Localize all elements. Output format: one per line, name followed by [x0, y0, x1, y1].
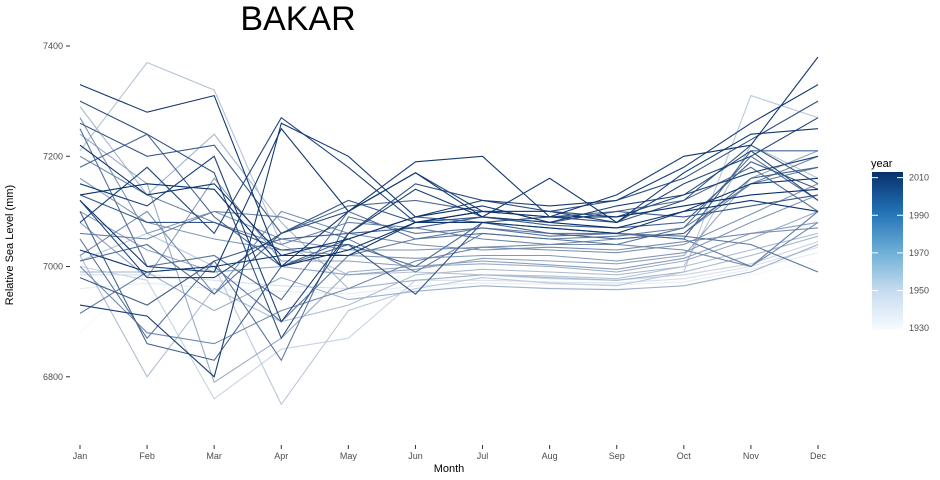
series-line-1974	[79, 210, 819, 295]
x-axis-title: Month	[434, 463, 465, 475]
series-line-1978	[79, 155, 819, 246]
x-tick-label: May	[340, 451, 358, 461]
colorbar-tick-label: 1990	[909, 210, 929, 220]
series-line-2012	[79, 144, 819, 257]
colorbar-tick-label: 1970	[909, 248, 929, 258]
x-tick-label: Jan	[73, 451, 88, 461]
colorbar-tick-label: 1930	[909, 323, 929, 333]
x-tick-label: Feb	[139, 451, 155, 461]
colorbar	[872, 172, 903, 330]
series-line-1990	[79, 133, 818, 268]
y-axis-title: Relative Sea Level (mm)	[4, 185, 16, 305]
colorbar-tick-label: 1950	[909, 286, 929, 296]
legend-title: year	[871, 158, 893, 170]
series-line-1952	[79, 61, 819, 280]
x-tick-label: Dec	[810, 451, 827, 461]
x-tick-label: Aug	[542, 451, 558, 461]
series-line-1957	[79, 106, 819, 290]
series-line-1980	[79, 166, 819, 273]
series-line-1960	[80, 243, 819, 312]
x-tick-label: Apr	[274, 451, 288, 461]
series-line-2002	[79, 150, 819, 279]
series-line-2010	[79, 127, 819, 273]
series-line-2008	[79, 84, 819, 378]
series-line-2011	[79, 177, 819, 273]
year-colorbar-legend: year 1930 1950 1970 1990 2010	[871, 158, 929, 333]
series-line-1976	[79, 221, 819, 345]
series-line-2013	[79, 183, 819, 268]
y-tick-label: 7200	[43, 151, 63, 161]
series-line-2009	[79, 56, 819, 268]
series-line-1996	[79, 122, 819, 235]
y-tick-label: 7400	[43, 41, 63, 51]
series-line-1986	[79, 128, 819, 301]
x-tick-label: Jun	[408, 451, 423, 461]
series-line-1984	[79, 216, 819, 362]
x-tick-label: Oct	[677, 451, 692, 461]
y-tick-label: 6800	[43, 372, 63, 382]
series-line-1955	[79, 232, 819, 378]
x-tick-label: Sep	[609, 451, 625, 461]
series-line-1970	[79, 177, 819, 262]
series-line-1988	[79, 166, 819, 295]
series-line-1962	[79, 133, 819, 384]
series-line-1967	[79, 177, 819, 279]
chart-title: BAKAR	[240, 0, 355, 38]
series-line-1972	[79, 117, 819, 254]
x-tick-label: Mar	[206, 451, 222, 461]
series-line-2006	[79, 155, 819, 323]
colorbar-tick-label: 2010	[909, 173, 929, 183]
x-axis: Jan Feb Mar Apr May Jun Jul Aug Sep Oct Nov Dec	[73, 445, 827, 461]
y-axis: 6800 7000 7200 7400	[43, 41, 70, 382]
x-tick-label: Jul	[477, 451, 489, 461]
y-tick-label: 7000	[43, 262, 63, 272]
series-line-1940	[80, 246, 819, 290]
series-line-1935	[79, 252, 819, 295]
x-tick-label: Nov	[743, 451, 760, 461]
series-lines	[79, 56, 819, 406]
